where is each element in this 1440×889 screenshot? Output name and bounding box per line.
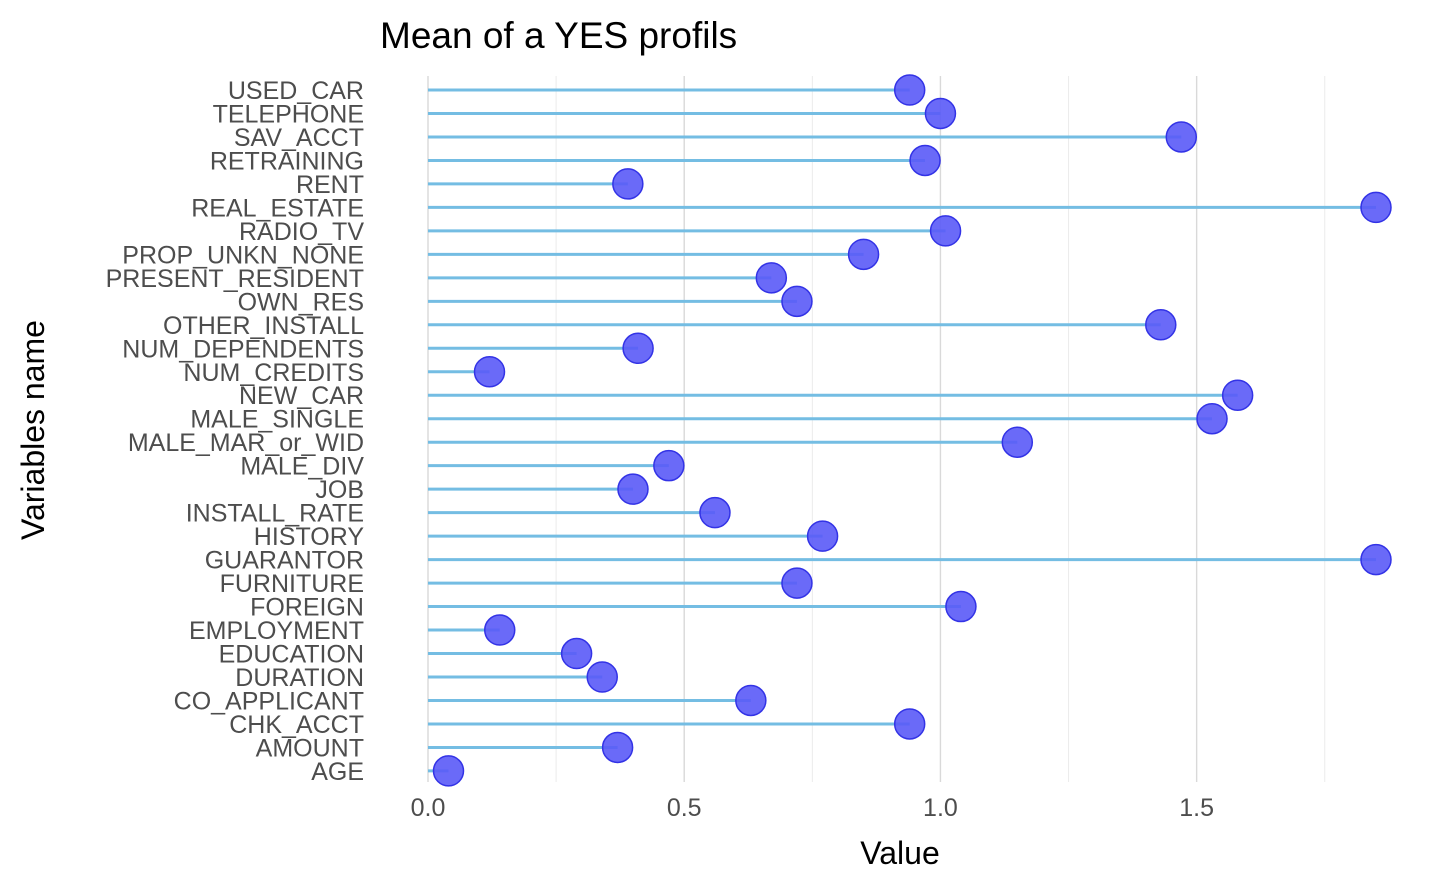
lollipop-point xyxy=(1165,121,1198,153)
lollipop-point xyxy=(1360,191,1392,224)
y-tick-label: GUARANTOR xyxy=(205,547,364,575)
lollipop-point xyxy=(735,684,767,717)
y-tick-label: FURNITURE xyxy=(220,570,364,598)
lollipop-point xyxy=(601,731,634,764)
x-tick-labels: 0.0 0.5 1.0 1.5 xyxy=(411,794,1214,822)
y-tick-label: NEW_CAR xyxy=(239,382,364,410)
y-tick-label: OWN_RES xyxy=(238,288,364,316)
y-tick-label: MALE_SINGLE xyxy=(190,406,364,434)
lollipop-point xyxy=(1221,379,1254,411)
lollipop-point xyxy=(893,74,926,106)
y-tick-label: REAL_ESTATE xyxy=(191,194,364,222)
y-tick-label: AMOUNT xyxy=(256,734,364,762)
x-tick-label: 0.0 xyxy=(411,794,446,822)
y-tick-label: OTHER_INSTALL xyxy=(163,312,364,340)
y-tick-label: PROP_UNKN_NONE xyxy=(122,241,364,269)
grid-lines xyxy=(427,76,1326,782)
lollipop-point xyxy=(612,168,644,200)
y-tick-label: TELEPHONE xyxy=(213,100,364,128)
lollipop-point xyxy=(432,755,465,787)
lollipop-point xyxy=(586,661,618,693)
lollipop-point xyxy=(755,262,788,294)
y-tick-label: DURATION xyxy=(235,664,364,692)
lollipop-point xyxy=(1196,402,1228,435)
lollipop-point xyxy=(781,285,813,318)
y-tick-label: FOREIGN xyxy=(250,594,364,622)
lollipop-point xyxy=(893,708,926,740)
lollipop-point xyxy=(945,590,977,623)
y-tick-label: RADIO_TV xyxy=(239,218,364,246)
lollipop-point xyxy=(847,238,880,271)
y-tick-label: INSTALL_RATE xyxy=(186,500,364,528)
y-tick-label: RETRAINING xyxy=(210,147,364,175)
y-tick-label: EDUCATION xyxy=(219,641,364,669)
lollipop-point xyxy=(473,356,506,388)
chart-title: Mean of a YES profils xyxy=(380,15,737,56)
y-tick-label: PRESENT_RESIDENT xyxy=(106,265,364,293)
x-axis-title: Value xyxy=(860,835,939,871)
y-tick-label: NUM_DEPENDENTS xyxy=(122,335,364,363)
y-tick-label: CHK_ACCT xyxy=(229,711,364,739)
y-tick-label: JOB xyxy=(315,476,364,504)
y-tick-label: SAV_ACCT xyxy=(234,124,364,152)
y-axis-title: Variables name xyxy=(15,320,51,540)
y-tick-label: USED_CAR xyxy=(228,77,364,105)
lollipop-point xyxy=(617,473,649,505)
lollipop-point xyxy=(909,144,941,177)
lollipop-stems xyxy=(428,88,1376,773)
y-tick-label: NUM_CREDITS xyxy=(183,359,364,387)
y-tick-label: MALE_MAR_or_WID xyxy=(128,429,364,457)
y-tick-label: HISTORY xyxy=(254,523,365,551)
lollipop-points xyxy=(432,74,1392,787)
lollipop-point xyxy=(622,332,654,365)
y-tick-label: MALE_DIV xyxy=(240,453,364,481)
lollipop-point xyxy=(806,520,839,552)
y-tick-labels: USED_CARTELEPHONESAV_ACCTRETRAININGRENTR… xyxy=(106,77,365,786)
lollipop-point xyxy=(924,97,957,130)
lollipop-point xyxy=(483,614,516,646)
x-tick-label: 1.5 xyxy=(1179,794,1214,822)
lollipop-point xyxy=(781,567,813,599)
lollipop-point xyxy=(1360,543,1392,576)
y-tick-label: CO_APPLICANT xyxy=(174,687,364,715)
x-tick-label: 0.5 xyxy=(667,794,702,822)
lollipop-point xyxy=(1145,309,1177,341)
lollipop-point xyxy=(1001,426,1034,458)
lollipop-point xyxy=(560,637,593,670)
y-tick-label: EMPLOYMENT xyxy=(189,617,364,645)
y-tick-label: AGE xyxy=(311,758,364,786)
y-tick-label: RENT xyxy=(296,171,364,199)
x-tick-label: 1.0 xyxy=(923,794,958,822)
lollipop-point xyxy=(929,215,962,247)
lollipop-point xyxy=(653,449,685,482)
lollipop-point xyxy=(699,496,731,529)
